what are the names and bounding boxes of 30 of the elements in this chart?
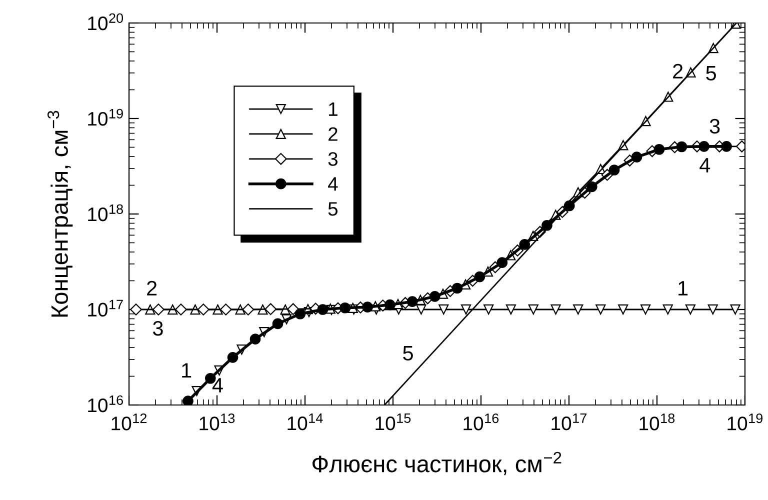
x-tick-label: 10$^{15}$: [376, 413, 411, 430]
text: 3: [152, 320, 163, 336]
x-tick-label: 10$^{18}$: [640, 413, 675, 430]
x-tick-label: 10$^{14}$: [288, 413, 323, 430]
y-tick-label: 10$^{20}$: [88, 13, 124, 30]
text: 2: [147, 280, 157, 296]
text: 5: [403, 346, 413, 361]
text: 4: [212, 378, 223, 392]
text: 1: [182, 363, 192, 378]
legend-label: 4: [328, 177, 338, 191]
x-tick-label: 10$^{13}$: [200, 413, 235, 430]
y-tick-label: 10$^{17}$: [88, 300, 123, 317]
legend-label: 3: [328, 152, 338, 166]
text: 2: [673, 64, 683, 78]
y-tick-label: 10$^{18}$: [88, 204, 123, 222]
y-tick-label: 10$^{16}$: [88, 395, 123, 412]
x-axis-title: Флюєнс частинок, см$^{−2}$: [312, 452, 562, 476]
x-tick-label: 10$^{17}$: [552, 413, 586, 430]
y-tick-label: 10$^{19}$: [88, 108, 123, 126]
x-tick-label: 10$^{16}$: [464, 413, 499, 430]
legend-label: 5: [328, 202, 338, 216]
x-tick-label: 10$^{12}$: [112, 413, 147, 430]
y-axis-title: Концентрація, см$^{−3}$: [47, 110, 73, 317]
legend-label: 2: [328, 127, 338, 141]
text: 1: [678, 281, 688, 296]
text: 3: [710, 118, 720, 134]
x-tick-label: 10$^{19}$: [728, 413, 762, 430]
legend-label: 1: [329, 102, 338, 116]
text: 4: [700, 158, 710, 172]
text: 5: [706, 66, 716, 81]
